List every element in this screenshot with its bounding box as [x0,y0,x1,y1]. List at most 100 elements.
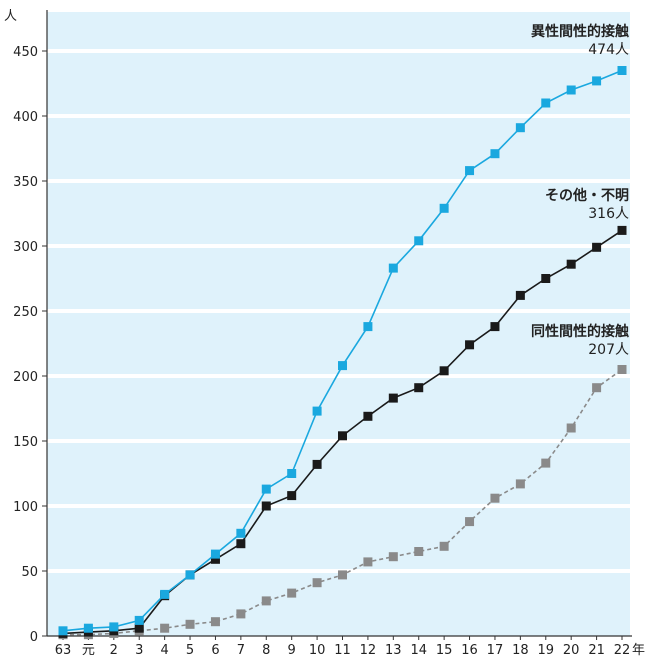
series-0-point-12 [363,322,373,332]
series-1-point-15 [439,366,449,376]
gridline-100 [47,504,630,508]
series-1-point-8 [261,501,271,511]
x-tick-label-0: 63 [55,643,72,658]
series-1-point-18 [515,290,525,300]
series-0-point-6 [210,549,220,559]
series-1-point-6 [210,554,220,564]
series-2-point-8 [261,596,271,606]
x-tick-label-7: 7 [237,643,245,658]
series-1-point-14 [414,383,424,393]
x-tick-label-5: 5 [186,643,194,658]
series-1-point-3 [134,623,144,633]
series-0-point-10 [312,406,322,416]
series-2-point-15 [439,541,449,551]
series-2-point-4 [160,623,170,633]
series-label-other-unknown: その他・不明 [545,187,629,204]
y-axis-label: 人 [4,9,17,24]
y-tick-label-350: 350 [13,175,38,190]
series-0-point-1 [83,623,93,633]
x-tick-label-10: 10 [309,643,326,658]
x-tick-label-11: 11 [334,643,351,658]
series-2-point-22 [617,365,627,374]
series-2-point-7 [236,609,246,619]
y-axis-ticks: 050100150200250300350400450500 [13,45,47,645]
series-1-point-7 [236,539,246,549]
x-tick-label-3: 3 [135,643,143,658]
series-0-point-8 [261,484,271,494]
x-tick-label-19: 19 [537,643,554,658]
series-1-point-9 [287,491,297,501]
series-1-point-22 [617,225,627,235]
y-tick-label-200: 200 [13,370,38,385]
x-tick-label-2: 2 [110,643,118,658]
series-0-point-21 [592,76,602,86]
x-tick-label-13: 13 [385,643,402,658]
gridline-350 [47,179,630,183]
series-0-point-0 [58,626,68,636]
y-tick-label-400: 400 [13,110,38,125]
x-tick-label-6: 6 [211,643,219,658]
series-0-point-16 [465,166,475,176]
gridline-200 [47,374,630,378]
x-tick-label-1: 元 [82,643,95,658]
x-tick-label-17: 17 [487,643,504,658]
y-tick-label-150: 150 [13,435,38,450]
series-0-point-5 [185,570,195,580]
series-2-point-5 [185,619,195,629]
series-2-point-21 [592,383,602,393]
y-tick-label-250: 250 [13,305,38,320]
series-0-point-3 [134,615,144,625]
series-1-point-17 [490,322,500,332]
series-2-point-20 [566,423,576,433]
series-1-point-11 [338,431,347,441]
series-2-point-18 [515,479,525,489]
series-1-point-20 [566,259,576,269]
series-0-point-17 [490,149,500,159]
gridline-400 [47,114,630,118]
series-1-point-10 [312,459,322,469]
y-tick-label-50: 50 [21,565,38,580]
series-1-point-16 [465,340,475,350]
x-tick-label-14: 14 [410,643,427,658]
y-tick-label-300: 300 [13,240,38,255]
x-tick-label-9: 9 [288,643,296,658]
series-0-point-11 [338,361,347,371]
series-0-point-13 [388,263,398,273]
y-tick-label-100: 100 [13,500,38,515]
x-tick-label-20: 20 [563,643,580,658]
gridline-250 [47,309,630,313]
x-tick-label-4: 4 [160,643,168,658]
x-tick-label-8: 8 [262,643,270,658]
series-group [58,66,627,640]
series-label-heterosexual: 異性間性的接触 [531,23,629,40]
series-1-point-12 [363,411,373,421]
series-2 [58,365,627,640]
series-count-heterosexual: 474人 [588,42,629,58]
x-tick-label-12: 12 [360,643,377,658]
x-axis-ticks: 63 元 2 3 4 5 6 7 8 9 10 11 12 13 14 15 16 17 18 19 20 21 22 [55,636,630,658]
series-2-point-17 [490,493,500,503]
series-0-point-18 [515,123,525,133]
series-0-point-22 [617,66,627,75]
series-0-point-2 [109,622,119,632]
series-1-point-19 [541,274,551,283]
x-tick-label-21: 21 [588,643,605,658]
series-2-point-13 [388,552,398,562]
series-2-point-16 [465,517,475,527]
series-2-point-9 [287,588,297,598]
series-2-point-6 [210,617,220,627]
series-2-point-19 [541,458,551,468]
series-2-point-12 [363,557,373,567]
series-label-homosexual: 同性間性的接触 [531,323,629,340]
gridline-450 [47,49,630,53]
series-0-point-19 [541,98,551,108]
series-2-point-11 [338,570,347,580]
x-tick-label-15: 15 [436,643,453,658]
series-0-point-4 [160,589,170,599]
x-tick-label-16: 16 [461,643,478,658]
series-1-point-21 [592,242,602,252]
series-1-point-13 [388,393,398,403]
series-0-point-14 [414,236,424,246]
gridline-300 [47,244,630,248]
